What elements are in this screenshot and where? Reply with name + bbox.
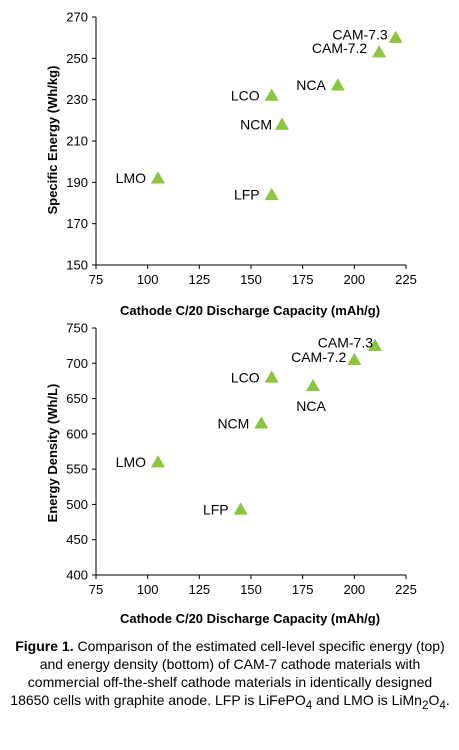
figure-label: Figure 1. xyxy=(15,638,74,654)
x-tick-label: 75 xyxy=(89,582,103,597)
y-tick-label: 550 xyxy=(66,462,88,477)
x-tick-label: 225 xyxy=(395,272,417,287)
caption-text: . xyxy=(445,692,450,708)
data-point-ncm xyxy=(275,117,289,130)
data-label: LFP xyxy=(203,501,229,517)
x-tick-label: 100 xyxy=(137,582,159,597)
specific-energy-chart: 75 100 125 150 175 200 225 150 170 190 210 230 250 27… xyxy=(45,10,417,319)
y-tick-label: 250 xyxy=(66,51,88,66)
x-tick-label: 200 xyxy=(343,582,365,597)
data-label: CAM-7.2 xyxy=(312,40,367,56)
data-point-cam-7-2 xyxy=(347,352,362,366)
y-tick-label: 190 xyxy=(66,175,88,190)
y-axis-title: Specific Energy (Wh/kg) xyxy=(45,66,60,215)
data-point-ncm xyxy=(254,416,269,429)
y-tick-label: 450 xyxy=(66,532,88,547)
y-axis-title: Energy Density (Wh/L) xyxy=(45,384,60,523)
data-point-nca xyxy=(330,78,345,91)
caption-text: O xyxy=(428,692,440,708)
x-tick-label: 150 xyxy=(240,582,262,597)
y-tick-label: 210 xyxy=(66,134,88,149)
caption-text: Comparison of the estimated cell-level s… xyxy=(10,638,445,708)
figure-caption: Figure 1. Comparison of the estimated ce… xyxy=(10,637,450,715)
energy-density-chart: 75 100 125 150 175 200 225 400 450 500 550 600 650 70… xyxy=(45,321,417,627)
caption-text: and LMO is LiMn xyxy=(312,692,422,708)
y-tick-label: 750 xyxy=(66,321,88,336)
x-tick-label: 75 xyxy=(89,272,103,287)
y-tick-label: 700 xyxy=(66,356,88,371)
data-point-lfp xyxy=(233,502,248,515)
data-label: CAM-7.2 xyxy=(291,349,346,365)
y-tick-label: 230 xyxy=(66,92,88,107)
caption-subscript: 4 xyxy=(305,698,313,712)
x-tick-label: 125 xyxy=(188,582,210,597)
x-tick-label: 200 xyxy=(343,272,365,287)
y-tick-label: 650 xyxy=(66,391,88,406)
data-point-nca xyxy=(306,378,320,392)
caption-subscript: 4 xyxy=(439,698,446,712)
caption-subscript: 2 xyxy=(421,698,429,712)
x-tick-label: 100 xyxy=(137,272,159,287)
y-tick-label: 150 xyxy=(66,258,88,273)
data-point-cam-7-3 xyxy=(368,338,382,351)
data-point-lco xyxy=(264,370,279,383)
data-point-lfp xyxy=(264,187,279,200)
x-tick-label: 175 xyxy=(292,582,314,597)
y-tick-label: 500 xyxy=(66,497,88,512)
y-tick-label: 600 xyxy=(66,426,88,441)
x-axis-title: Cathode C/20 Discharge Capacity (mAh/g) xyxy=(120,303,380,318)
x-tick-label: 225 xyxy=(395,582,417,597)
y-tick-label: 270 xyxy=(66,10,88,25)
data-label: LCO xyxy=(231,369,260,385)
data-point-lmo xyxy=(151,455,165,468)
data-label: NCM xyxy=(217,415,249,431)
data-label: LCO xyxy=(231,88,260,104)
data-label: LFP xyxy=(234,187,260,203)
data-label: CAM-7.3 xyxy=(318,335,373,351)
x-axis-title: Cathode C/20 Discharge Capacity (mAh/g) xyxy=(120,611,380,626)
data-point-lmo xyxy=(151,171,165,184)
x-tick-label: 125 xyxy=(188,272,210,287)
data-label: NCA xyxy=(296,398,326,414)
x-tick-label: 150 xyxy=(240,272,262,287)
x-tick-label: 175 xyxy=(292,272,314,287)
data-point-cam-7-2 xyxy=(372,45,387,58)
y-tick-label: 170 xyxy=(66,216,88,231)
data-point-lco xyxy=(264,88,279,101)
data-label: LMO xyxy=(116,454,146,470)
data-label: CAM-7.3 xyxy=(332,27,387,43)
data-label: LMO xyxy=(116,170,146,186)
data-label: NCM xyxy=(240,116,272,132)
y-tick-label: 400 xyxy=(66,568,88,583)
data-label: NCA xyxy=(296,77,326,93)
data-point-cam-7-3 xyxy=(388,30,403,43)
